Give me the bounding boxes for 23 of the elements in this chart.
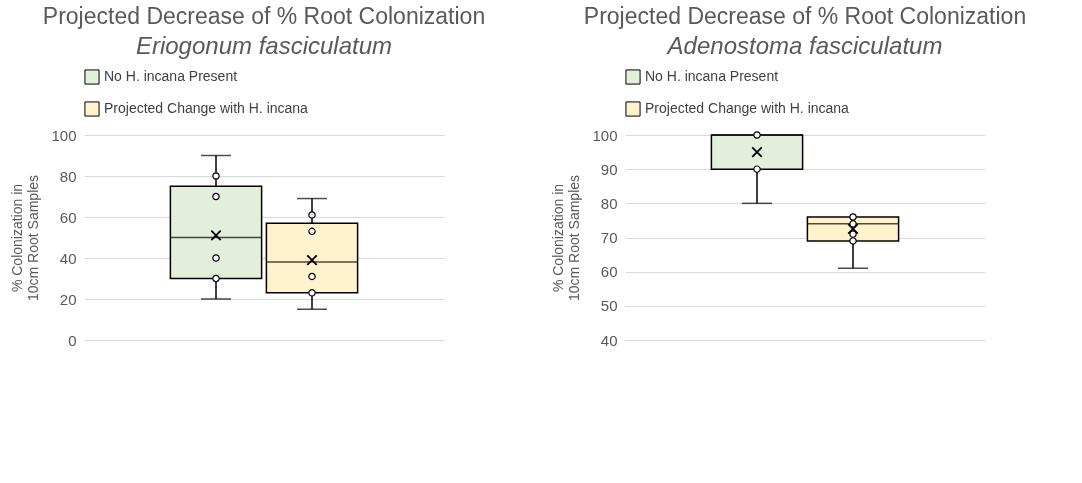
y-tick-label: 20 xyxy=(59,290,77,308)
legend-label: No H. incana Present xyxy=(645,68,779,84)
chart-title: Projected Decrease of % Root Colonization xyxy=(583,3,1027,29)
y-tick-label: 40 xyxy=(600,331,618,349)
legend-label: Projected Change with H. incana xyxy=(104,100,309,116)
y-tick-label: 100 xyxy=(592,126,618,144)
y-axis-title: % Colonization in 10cm Root Samples xyxy=(9,174,42,302)
y-tick-label: 50 xyxy=(600,297,618,315)
y-tick-label: 70 xyxy=(600,229,618,246)
chart-subtitle: Adenostoma fasciculatum xyxy=(665,32,943,59)
y-tick-label: 80 xyxy=(59,167,77,185)
y-tick-label: 40 xyxy=(59,249,77,267)
chart-title: Projected Decrease of % Root Colonization xyxy=(42,3,486,29)
legend-label: No H. incana Present xyxy=(104,68,238,84)
y-tick-label: 0 xyxy=(68,331,77,349)
chart-subtitle: Eriogonum fasciculatum xyxy=(135,32,393,59)
y-tick-label: 100 xyxy=(51,126,77,144)
y-axis-title: % Colonization in 10cm Root Samples xyxy=(550,174,583,302)
y-tick-label: 80 xyxy=(600,194,618,212)
y-tick-label: 60 xyxy=(600,263,618,281)
legend-label: Projected Change with H. incana xyxy=(645,100,850,116)
y-tick-label: 60 xyxy=(59,208,77,226)
y-tick-label: 90 xyxy=(600,160,618,178)
